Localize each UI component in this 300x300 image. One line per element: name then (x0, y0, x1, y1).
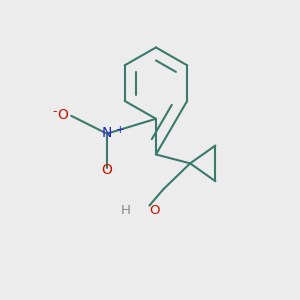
Text: O: O (57, 108, 68, 122)
Text: +: + (116, 125, 124, 135)
Text: N: N (102, 126, 112, 140)
Text: O: O (149, 203, 160, 217)
Text: O: O (101, 163, 112, 177)
Text: -: - (53, 106, 57, 118)
Text: H: H (121, 203, 131, 217)
